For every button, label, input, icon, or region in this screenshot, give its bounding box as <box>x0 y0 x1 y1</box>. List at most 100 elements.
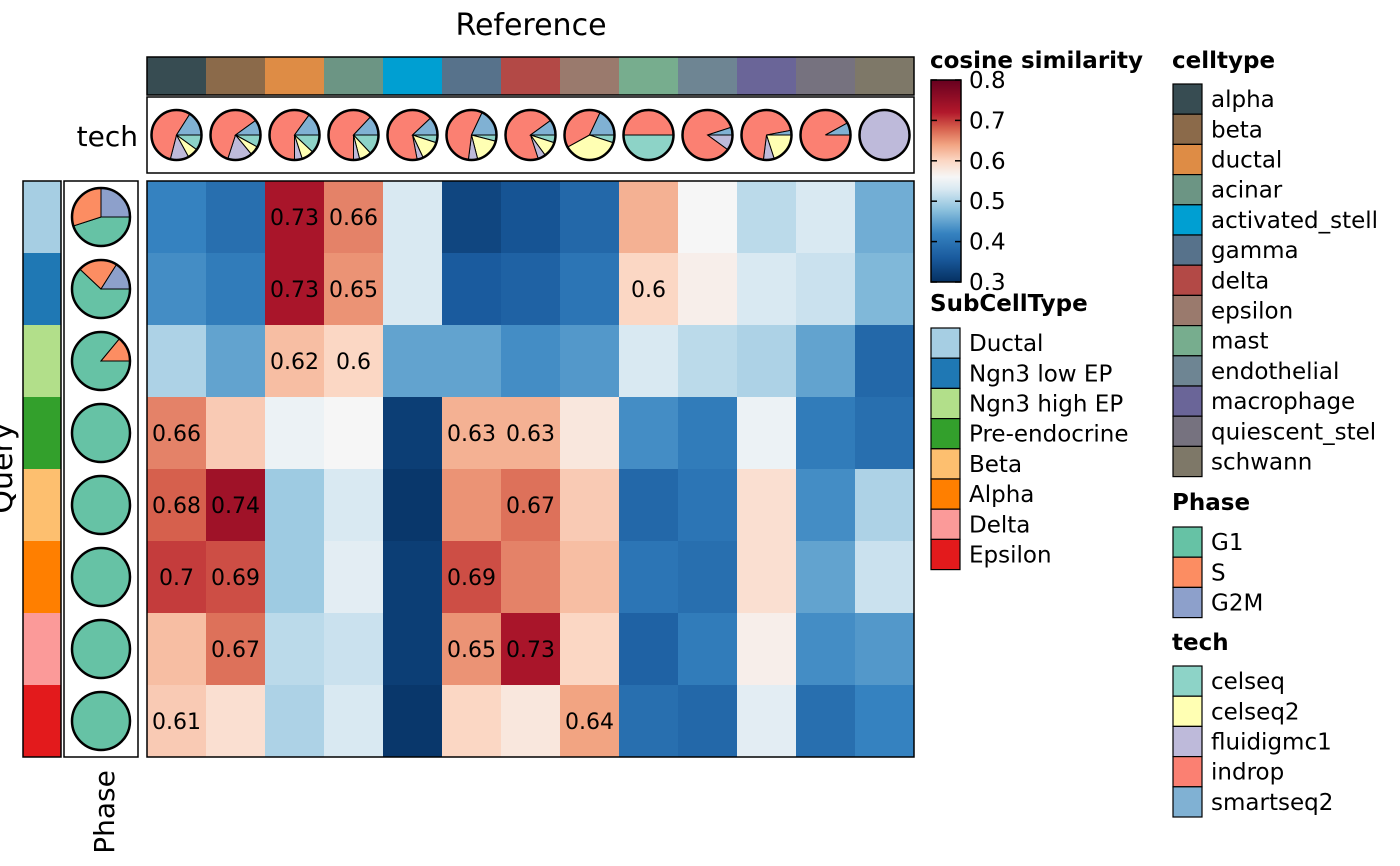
heatmap-cell-label: 0.62 <box>270 350 319 375</box>
celltype-annotation-cell <box>501 57 560 95</box>
heatmap-cell <box>737 469 797 542</box>
celltype-annotation-cell <box>678 57 737 95</box>
heatmap-cell <box>147 253 207 326</box>
heatmap-cell <box>737 685 797 758</box>
legend-label: ductal <box>1211 148 1282 174</box>
heatmap-cell <box>619 469 679 542</box>
legend-label: acinar <box>1211 178 1283 204</box>
subcelltype-annotation-border <box>22 180 62 758</box>
legend-label: macrophage <box>1211 389 1355 415</box>
legend-label: fluidigmc1 <box>1211 730 1332 756</box>
legend-swatch <box>930 418 961 450</box>
left-annotation-label: Phase <box>88 770 121 854</box>
legend-swatch <box>930 327 961 359</box>
pie-outline <box>70 474 132 536</box>
heatmap-cell-label: 0.63 <box>447 422 496 447</box>
heatmap-cell <box>796 181 856 254</box>
celltype-annotation-cell <box>619 57 678 95</box>
legend-swatch <box>1172 695 1203 728</box>
heatmap-cell <box>855 253 915 326</box>
legend-swatch <box>930 508 961 541</box>
pie-slice <box>72 548 130 606</box>
legend-swatch <box>1172 264 1203 297</box>
celltype-legend: celltype alpha beta ductal acinar activated_s… <box>1172 48 1378 478</box>
heatmap-cell <box>324 541 384 614</box>
subcelltype-annotation-cell <box>23 397 61 469</box>
phase-pie <box>70 618 132 680</box>
legend-label: G2M <box>1211 591 1263 617</box>
heatmap-cell <box>560 541 620 614</box>
heatmap-cell <box>560 613 620 686</box>
pie-outline <box>150 108 203 162</box>
legend-label: Alpha <box>969 482 1034 508</box>
heatmap-cell <box>560 181 620 254</box>
legend-label: S <box>1211 560 1226 586</box>
heatmap-cell <box>206 181 266 254</box>
heatmap-cell <box>383 685 443 758</box>
legend-title: celltype <box>1172 48 1275 74</box>
heatmap-cell <box>206 469 266 542</box>
heatmap-cell <box>619 685 679 758</box>
heatmap-cell <box>501 397 561 470</box>
celltype-annotation-cell <box>442 57 501 95</box>
pie-outline <box>268 108 321 162</box>
heatmap-cell <box>737 541 797 614</box>
heatmap-cell <box>678 325 738 398</box>
legend-swatch <box>1172 526 1203 558</box>
heatmap-cell <box>206 253 266 326</box>
phase-pie <box>70 186 132 248</box>
heatmap-cell <box>442 469 502 542</box>
pie-outline <box>740 108 793 162</box>
tech-legend: tech celseq celseq2 fluidigmc1 indrop smartse… <box>1172 630 1333 818</box>
heatmap-cell-label: 0.67 <box>506 494 555 519</box>
tech-pie <box>622 108 675 162</box>
color-scale-tick-label: 0.8 <box>969 68 1006 94</box>
heatmap-cell <box>442 685 502 758</box>
phase-pie <box>70 330 132 392</box>
heatmap-cell-label: 0.69 <box>211 566 260 591</box>
heatmap-cell <box>619 253 679 326</box>
celltype-annotation-cell <box>796 57 855 95</box>
legend-swatch <box>930 538 961 571</box>
legend-swatch <box>1172 355 1203 387</box>
heatmap-cell <box>678 613 738 686</box>
pie-outline <box>858 108 911 162</box>
pie-outline <box>622 108 675 162</box>
tech-pie <box>740 108 793 162</box>
legend-label: celseq <box>1211 669 1285 695</box>
heatmap-cell <box>147 685 207 758</box>
subcelltype-legend: SubCellType Ductal Ngn3 low EP Ngn3 high EP… <box>930 291 1128 571</box>
color-scale-legend: cosine similarity 0.8 0.7 0.6 0.5 0.4 0.3 <box>930 48 1143 296</box>
row-axis-label: Query <box>0 422 20 513</box>
pie-outline <box>70 546 132 608</box>
heatmap-cell <box>796 253 856 326</box>
heatmap-cell <box>560 325 620 398</box>
legend-swatch <box>1172 385 1203 417</box>
heatmap-cell <box>206 685 266 758</box>
phase-pie <box>70 402 132 464</box>
pie-outline <box>327 108 380 162</box>
pie-outline <box>504 108 557 162</box>
heatmap-cell <box>442 253 502 326</box>
pie-slice <box>859 110 910 160</box>
legend-swatch <box>1172 445 1203 478</box>
legend-label: Pre-endocrine <box>969 422 1128 448</box>
heatmap-cell <box>619 181 679 254</box>
legend-label: Beta <box>969 452 1022 478</box>
legend-swatch <box>1172 586 1203 619</box>
heatmap-cell <box>619 397 679 470</box>
legend-swatch <box>1172 665 1203 697</box>
heatmap-cell <box>442 397 502 470</box>
color-scale-tick-label: 0.4 <box>969 230 1006 256</box>
heatmap-cell <box>324 253 384 326</box>
legend-title: SubCellType <box>930 291 1088 317</box>
subcelltype-annotation-cell <box>23 469 61 541</box>
legend-label: alpha <box>1211 87 1275 113</box>
heatmap-cell <box>265 325 325 398</box>
subcelltype-annotation-bar <box>22 180 62 758</box>
legend-swatch <box>1172 113 1203 145</box>
heatmap-cell-label: 0.67 <box>211 638 260 663</box>
heatmap-cell <box>147 613 207 686</box>
heatmap-cell <box>501 541 561 614</box>
subcelltype-annotation-cell <box>23 685 61 757</box>
